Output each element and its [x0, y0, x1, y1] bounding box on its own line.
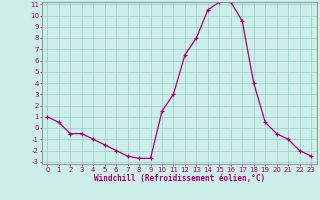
X-axis label: Windchill (Refroidissement éolien,°C): Windchill (Refroidissement éolien,°C) — [94, 174, 265, 183]
